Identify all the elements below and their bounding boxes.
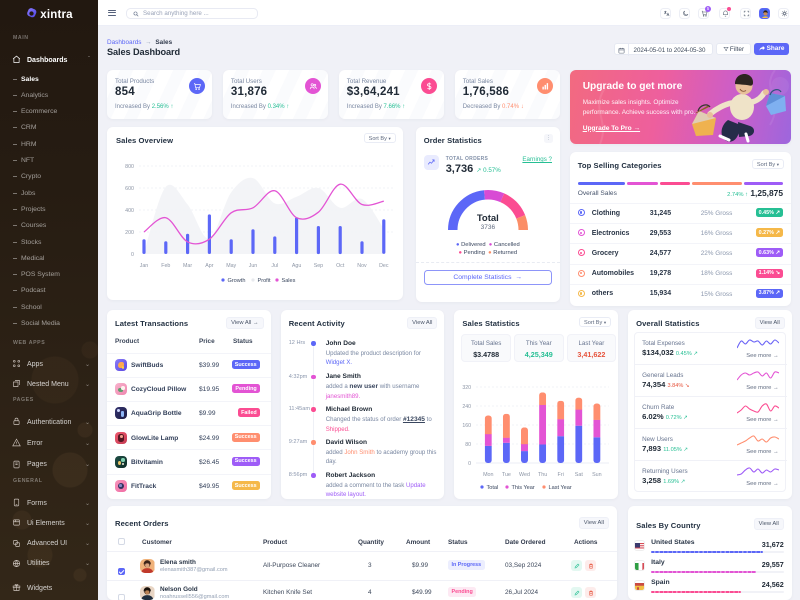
svg-text:Last Year: Last Year [549,485,572,491]
svg-text:This Year: This Year [512,485,535,491]
svg-text:Agu: Agu [292,263,301,269]
svg-text:Sales: Sales [281,278,295,284]
svg-text:Sep: Sep [314,263,323,269]
svg-text:240: 240 [463,404,472,410]
svg-text:400: 400 [125,208,134,214]
svg-text:Mar: Mar [183,263,192,269]
svg-text:160: 160 [463,423,472,429]
svg-text:Mon: Mon [483,472,493,478]
svg-text:600: 600 [125,186,134,192]
svg-text:80: 80 [466,442,472,448]
svg-text:Sun: Sun [592,472,602,478]
svg-text:Jun: Jun [249,263,258,269]
svg-text:Tue: Tue [502,472,511,478]
svg-text:Sat: Sat [575,472,584,478]
svg-text:320: 320 [463,385,472,391]
svg-text:Thu: Thu [538,472,547,478]
svg-text:200: 200 [125,230,134,236]
svg-text:Oct: Oct [336,263,345,269]
svg-text:Nov: Nov [357,263,367,269]
svg-text:Jul: Jul [271,263,278,269]
svg-text:800: 800 [125,164,134,170]
svg-text:0: 0 [468,461,471,467]
svg-text:Profit: Profit [257,278,270,284]
svg-text:Wed: Wed [519,472,530,478]
svg-text:Feb: Feb [161,263,170,269]
svg-text:Dec: Dec [379,263,389,269]
svg-text:Growth: Growth [227,278,245,284]
svg-text:Fri: Fri [558,472,564,478]
svg-text:Total: Total [487,485,499,491]
svg-text:May: May [226,263,236,269]
svg-text:Jan: Jan [140,263,149,269]
svg-text:Apr: Apr [205,263,213,269]
svg-text:0: 0 [131,252,134,258]
